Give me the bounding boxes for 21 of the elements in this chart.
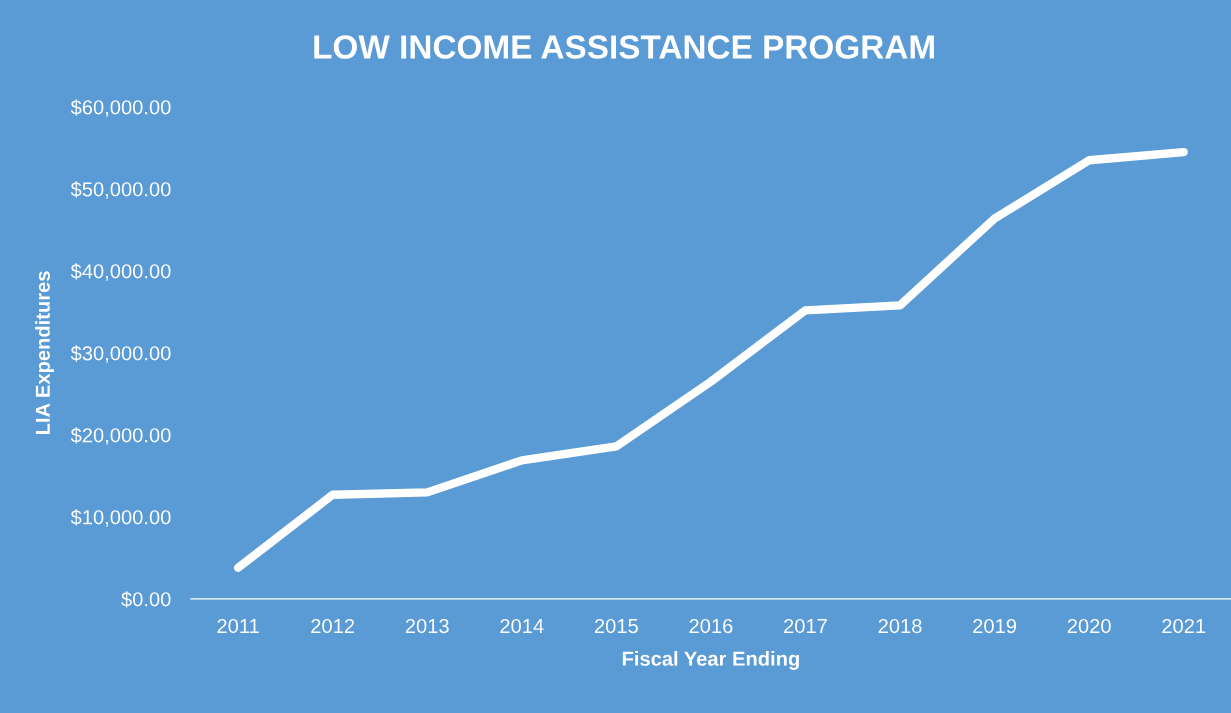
x-tick-label: 2012 <box>311 618 355 634</box>
y-tick-label: $50,000.00 <box>70 181 171 199</box>
y-tick-label: $10,000.00 <box>70 509 171 527</box>
x-axis-title: Fiscal Year Ending <box>622 651 799 670</box>
chart-title: LOW INCOME ASSISTANCE PROGRAM <box>314 35 934 59</box>
x-tick-label: 2011 <box>217 618 259 634</box>
x-tick-label: 2013 <box>405 618 449 634</box>
x-tick-label: 2017 <box>784 618 827 634</box>
y-axis-title: LIA Expenditures <box>35 271 54 435</box>
x-tick-label: 2016 <box>689 618 733 634</box>
y-tick-label: $0.00 <box>121 591 171 608</box>
x-tick-label: 2019 <box>973 618 1017 634</box>
y-tick-label: $60,000.00 <box>70 99 171 117</box>
x-tick-label: 2018 <box>878 618 922 634</box>
x-tick-label: 2014 <box>500 618 544 634</box>
y-tick-label: $40,000.00 <box>70 263 171 281</box>
y-tick-label: $20,000.00 <box>70 427 171 445</box>
x-tick-label: 2020 <box>1067 618 1111 634</box>
x-tick-label: 2021 <box>1162 618 1206 634</box>
x-tick-label: 2015 <box>594 618 638 634</box>
y-tick-label: $30,000.00 <box>70 345 171 363</box>
